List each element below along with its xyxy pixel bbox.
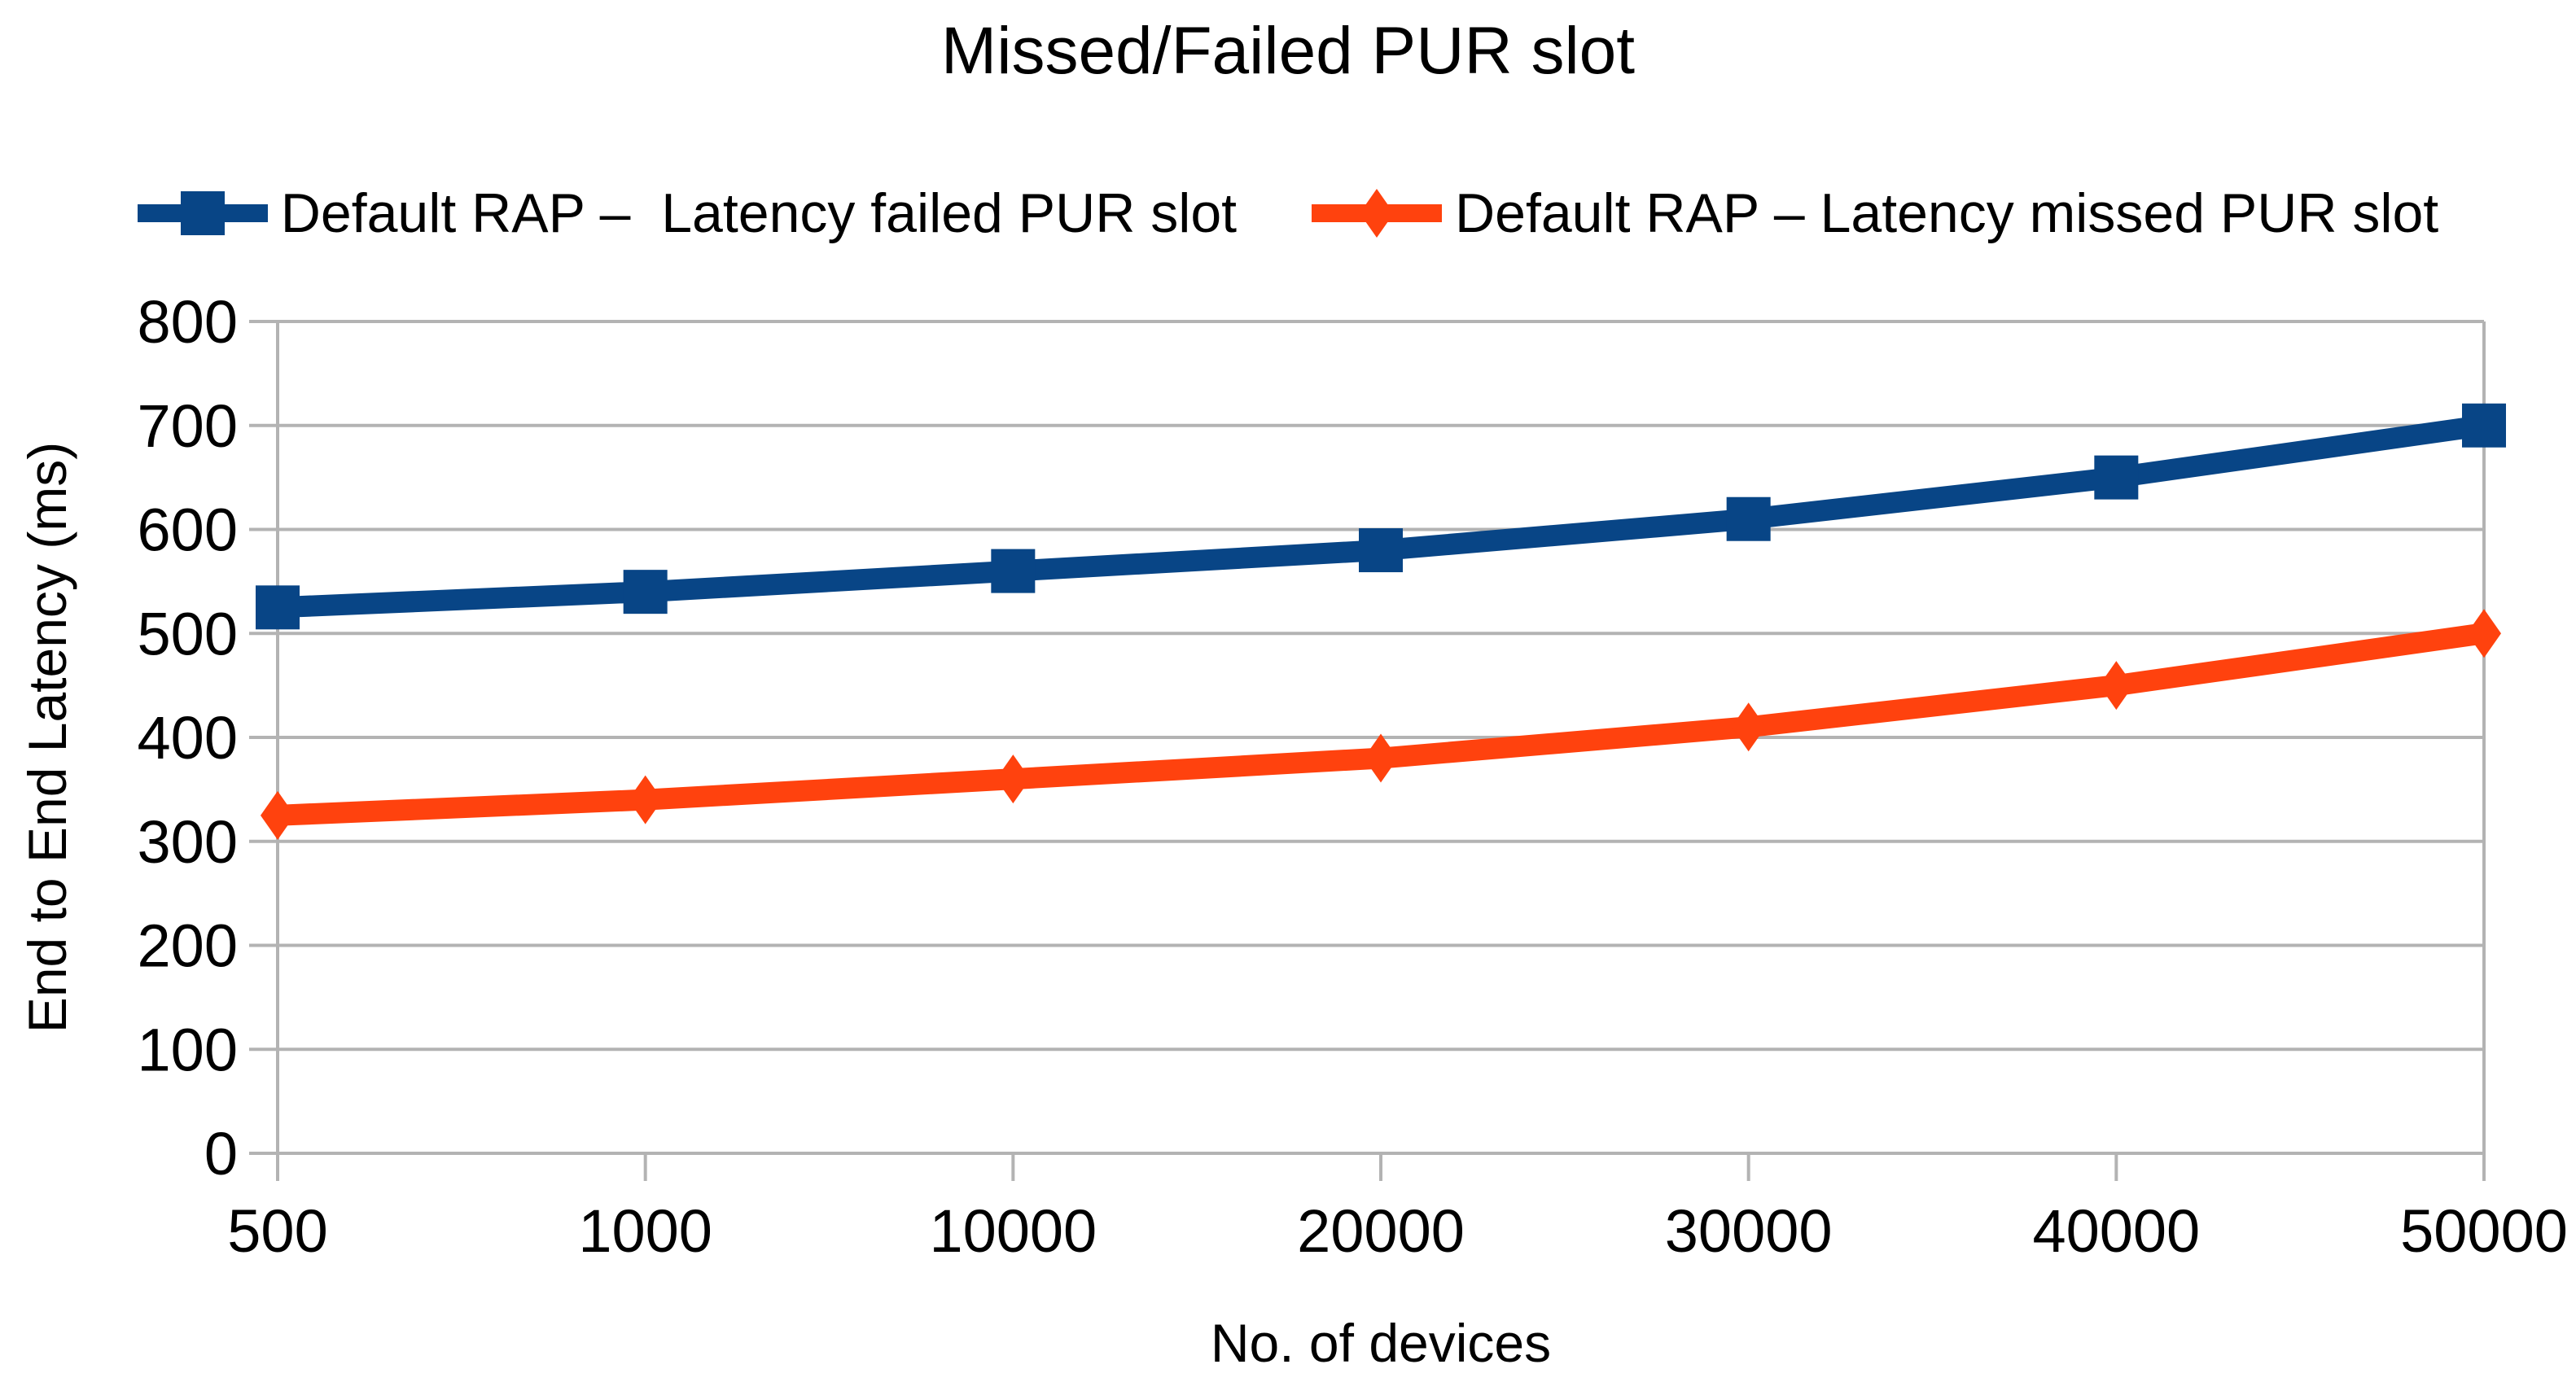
series-marker-square: [623, 570, 668, 614]
y-tick-label: 200: [138, 912, 238, 980]
series-line: [277, 623, 2486, 826]
x-tick-label: 20000: [1297, 1197, 1465, 1265]
series-square: [256, 403, 2506, 630]
legend-label: Default RAP – Latency failed PUR slot: [280, 182, 1238, 244]
series-marker-diamond: [628, 775, 663, 824]
series-line: [277, 414, 2486, 619]
legend-label: Default RAP – Latency missed PUR slot: [1455, 182, 2439, 244]
series-marker-square: [2094, 455, 2139, 500]
series-marker-diamond: [261, 790, 295, 840]
legend-marker: [1360, 189, 1395, 238]
y-tick-label: 500: [138, 600, 238, 667]
series-diamond: [261, 609, 2501, 840]
series-marker-diamond: [2467, 609, 2501, 658]
series-marker-square: [991, 549, 1036, 593]
x-tick-label: 50000: [2400, 1197, 2568, 1265]
x-tick-label: 500: [227, 1197, 327, 1265]
legend: Default RAP – Latency failed PUR slot Def…: [0, 173, 2576, 254]
x-tick-label: 10000: [929, 1197, 1097, 1265]
x-axis-title: No. of devices: [1210, 1313, 1552, 1373]
series-marker-square: [1359, 528, 1403, 573]
y-tick-label: 800: [138, 288, 238, 356]
series-marker-diamond: [1731, 702, 1766, 752]
y-tick-label: 0: [204, 1120, 238, 1187]
y-tick-label: 400: [138, 704, 238, 772]
series-marker-square: [256, 585, 300, 630]
diamond-marker-icon: [1312, 189, 1443, 238]
series-marker-diamond: [1364, 733, 1398, 783]
y-tick-label: 300: [138, 808, 238, 876]
legend-item: Default RAP – Latency missed PUR slot: [1312, 181, 2438, 246]
x-tick-label: 30000: [1665, 1197, 1833, 1265]
x-tick-label: 1000: [578, 1197, 712, 1265]
y-tick-label: 600: [138, 496, 238, 564]
series-marker-square: [1726, 496, 1771, 541]
y-tick-label: 700: [138, 392, 238, 460]
y-tick-label: 100: [138, 1016, 238, 1083]
x-tick-label: 40000: [2032, 1197, 2200, 1265]
square-marker-icon: [137, 191, 268, 235]
chart-title: Missed/Failed PUR slot: [940, 14, 1636, 88]
series-marker-diamond: [2099, 661, 2134, 711]
series-marker-square: [2462, 403, 2506, 448]
series-marker-diamond: [996, 754, 1031, 804]
legend-marker: [180, 191, 225, 235]
legend-item: Default RAP – Latency failed PUR slot: [137, 181, 1238, 246]
